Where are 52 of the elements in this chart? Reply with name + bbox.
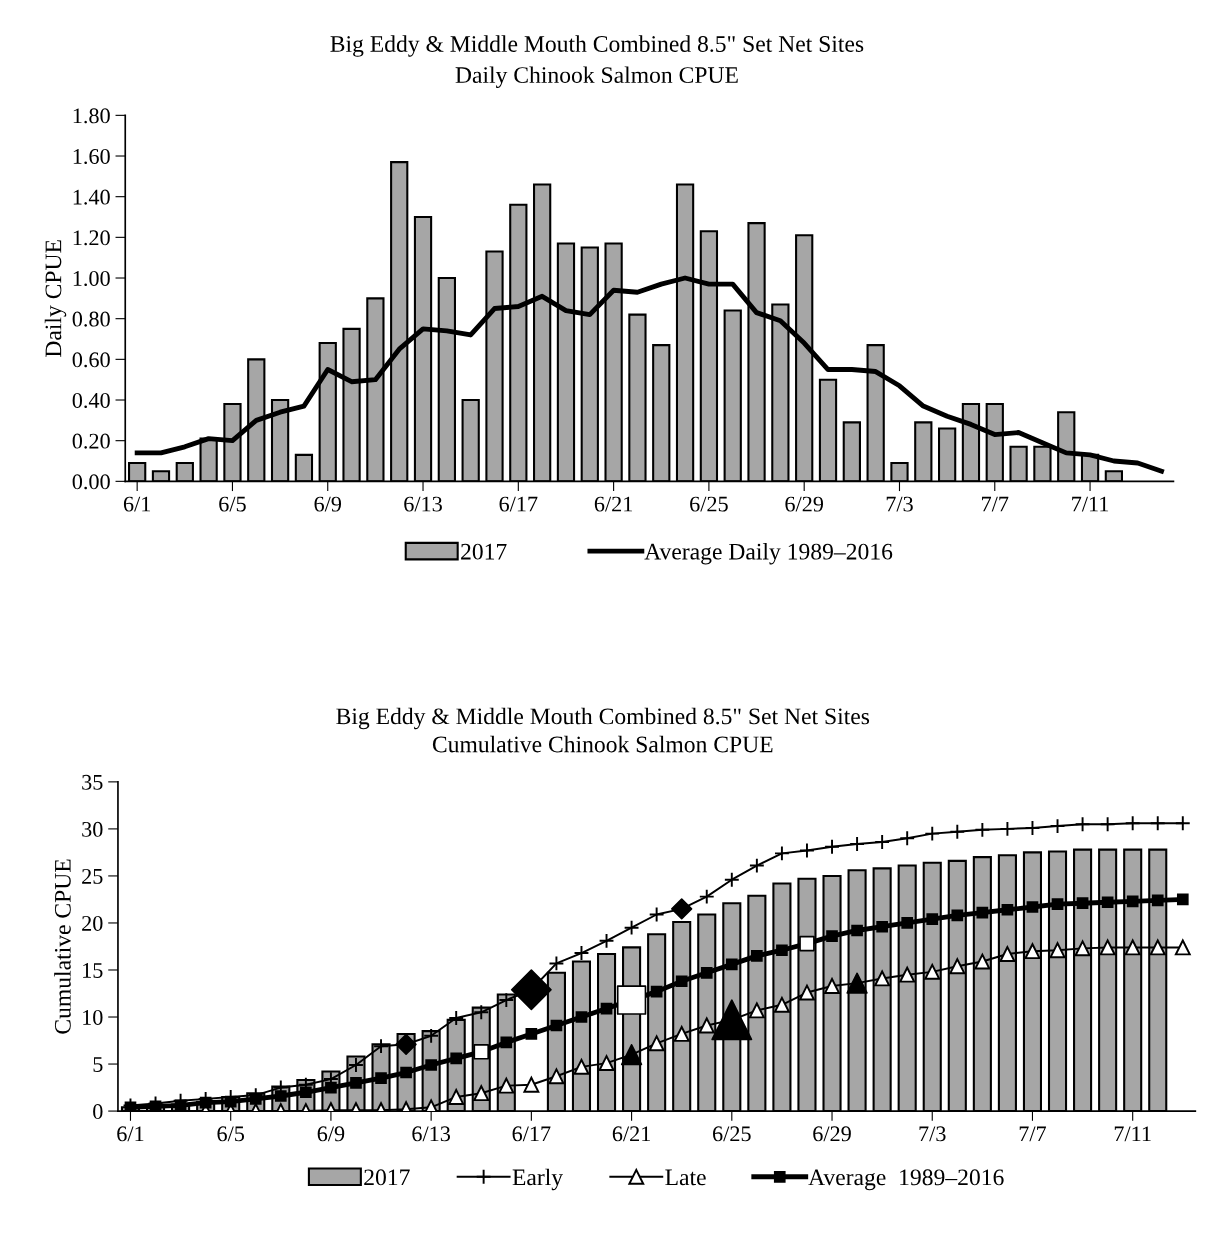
y-axis-title: Daily CPUE (44, 240, 67, 358)
x-tick-label: 6/1 (123, 496, 151, 512)
legend-label: 2017 (461, 543, 507, 560)
x-tick-label: 6/29 (813, 1126, 851, 1142)
y-tick-label: 0.20 (72, 433, 110, 449)
y-tick-label: 0.60 (72, 352, 110, 368)
y-tick-label: 25 (82, 868, 103, 884)
x-tick-label: 6/25 (713, 1126, 751, 1142)
x-tick-label: 7/3 (919, 1126, 946, 1142)
y-tick-label: 35 (82, 774, 103, 790)
legend-label: Average Daily 1989–2016 (644, 543, 893, 565)
y-tick-label: 1.80 (73, 108, 110, 124)
x-tick-label: 6/17 (499, 496, 538, 512)
x-tick-label: 7/7 (1019, 1126, 1047, 1142)
x-tick-label: 6/21 (612, 1126, 651, 1142)
y-tick-label: 0.00 (72, 474, 110, 490)
y-tick-label: 20 (82, 915, 103, 931)
y-tick-label: 0.40 (72, 392, 110, 409)
y-tick-label: 0.80 (72, 311, 110, 327)
chart-subtitle: Daily Chinook Salmon CPUE (455, 66, 738, 88)
legend-label: Late (665, 1169, 706, 1186)
y-tick-label: 0 (93, 1104, 103, 1120)
x-tick-label: 6/13 (404, 496, 442, 512)
y-tick-label: 30 (82, 821, 103, 837)
x-tick-label: 6/9 (314, 496, 342, 512)
x-tick-label: 6/5 (217, 1126, 245, 1142)
y-tick-label: 1.00 (73, 270, 110, 287)
x-tick-label: 6/29 (785, 496, 824, 512)
x-tick-label: 6/9 (317, 1126, 345, 1142)
y-tick-label: 1.60 (73, 148, 110, 165)
x-tick-label: 7/3 (886, 496, 913, 512)
legend-label: Average 1989–2016 (808, 1169, 1004, 1191)
x-tick-label: 6/1 (117, 1126, 144, 1142)
y-tick-label: 15 (83, 963, 103, 978)
x-tick-label: 7/11 (1114, 1126, 1151, 1142)
y-axis-title: Cumulative CPUE (54, 859, 71, 1034)
y-tick-label: 1.40 (73, 189, 110, 205)
chart-subtitle: Cumulative Chinook Salmon CPUE (432, 735, 773, 753)
y-tick-label: 5 (93, 1057, 103, 1072)
x-tick-label: 6/25 (690, 496, 728, 512)
x-tick-label: 6/5 (219, 496, 246, 512)
legend-label: Early (512, 1168, 563, 1191)
y-tick-label: 10 (83, 1009, 103, 1025)
y-tick-label: 1.20 (73, 230, 110, 246)
chart-title: Big Eddy & Middle Mouth Combined 8.5" Set Net Sites (336, 707, 870, 730)
chart-title: Big Eddy & Middle Mouth Combined 8.5" Set Net Sites (330, 35, 864, 57)
legend-label: 2017 (364, 1169, 410, 1186)
x-tick-label: 6/17 (512, 1126, 551, 1142)
x-tick-label: 7/11 (1072, 496, 1109, 512)
x-tick-label: 6/13 (412, 1126, 451, 1142)
x-tick-label: 7/7 (982, 496, 1009, 512)
x-tick-label: 6/21 (594, 496, 633, 512)
